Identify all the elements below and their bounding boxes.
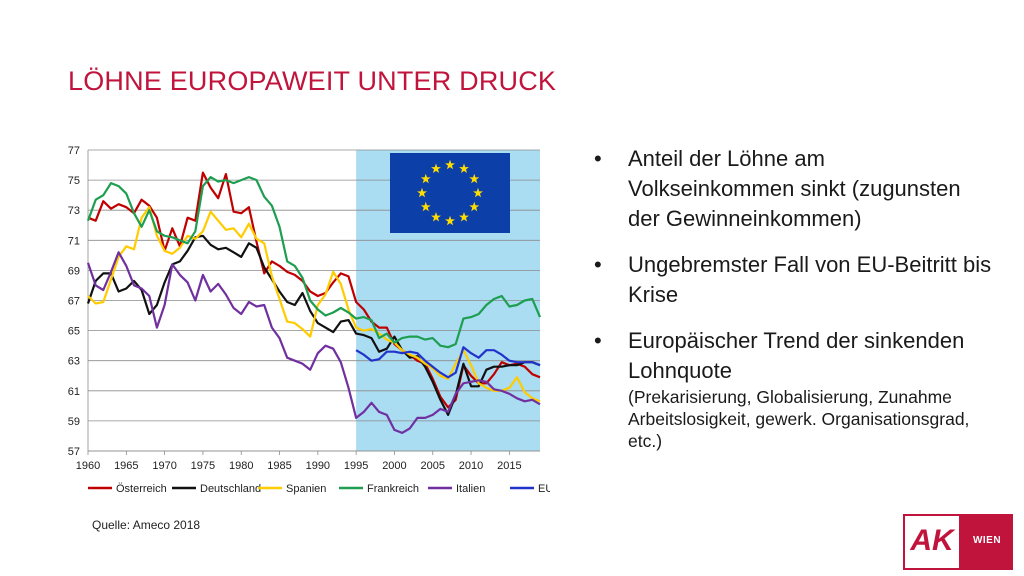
x-tick-label: 1995 bbox=[344, 460, 368, 472]
x-tick-label: 1985 bbox=[267, 460, 291, 472]
x-tick-label: 2005 bbox=[421, 460, 445, 472]
x-tick-label: 2010 bbox=[459, 460, 483, 472]
series-line-spanien bbox=[87, 206, 541, 403]
y-tick-label: 59 bbox=[68, 416, 80, 428]
y-tick-label: 73 bbox=[68, 205, 80, 217]
x-tick-label: 2015 bbox=[497, 460, 521, 472]
legend-label: Spanien bbox=[286, 483, 326, 495]
flag-star bbox=[445, 215, 455, 226]
wage-share-chart: 57 59 61 63 65 67 69 71 73 75 77 1960 1965 1970 1975 19… bbox=[40, 135, 550, 505]
y-tick-label: 67 bbox=[68, 296, 80, 308]
x-tick-label: 1980 bbox=[229, 460, 253, 472]
bullet-item: • Ungebremster Fall von EU-Beitritt bis … bbox=[592, 250, 992, 310]
wien-badge: WIEN bbox=[961, 514, 1013, 570]
x-tick-label: 1970 bbox=[152, 460, 176, 472]
flag-star bbox=[469, 201, 480, 212]
bullet-item: • Europäischer Trend der sinkenden Lohnq… bbox=[592, 326, 992, 452]
legend-label: EU bbox=[538, 483, 550, 495]
eu-flag bbox=[390, 153, 510, 233]
series-lines bbox=[86, 171, 542, 434]
y-tick-label: 61 bbox=[68, 386, 80, 398]
series-line-italien bbox=[86, 251, 541, 434]
bullet-marker: • bbox=[594, 328, 602, 353]
page-title: LÖHNE EUROPAWEIT UNTER DRUCK bbox=[68, 66, 557, 96]
x-tick-label: 1990 bbox=[306, 460, 330, 472]
bullet-list: • Anteil der Löhne am Volkseinkommen sin… bbox=[592, 144, 992, 468]
bullet-subtext: (Prekarisierung, Globalisierung, Zunahme… bbox=[628, 387, 970, 451]
y-tick-label: 77 bbox=[68, 145, 80, 157]
legend-label: Österreich bbox=[116, 483, 167, 495]
flag-star bbox=[417, 187, 427, 198]
y-tick-label: 63 bbox=[68, 356, 80, 368]
source-note: Quelle: Ameco 2018 bbox=[92, 518, 201, 532]
flag-star bbox=[431, 212, 441, 222]
grid-lines bbox=[88, 149, 540, 452]
x-tick-label: 1975 bbox=[191, 460, 215, 472]
bullet-marker: • bbox=[594, 252, 602, 277]
wien-badge-text: WIEN bbox=[972, 535, 1002, 546]
flag-star bbox=[420, 173, 431, 184]
flag-star bbox=[445, 159, 455, 170]
ak-logo-text: AK bbox=[910, 524, 954, 557]
x-tick-label: 2000 bbox=[382, 460, 406, 472]
y-tick-label: 57 bbox=[68, 446, 80, 458]
bullet-text: Europäischer Trend der sinkenden Lohnquo… bbox=[628, 328, 965, 383]
bullet-marker: • bbox=[594, 146, 602, 171]
y-tick-label: 69 bbox=[68, 265, 80, 277]
legend: Österreich Deutschland Spanien Frankreich It… bbox=[88, 483, 550, 495]
flag-star bbox=[431, 163, 441, 173]
bullet-text: Anteil der Löhne am Volkseinkommen sinkt… bbox=[628, 146, 961, 231]
y-tick-label: 71 bbox=[68, 235, 80, 247]
y-tick-label: 65 bbox=[68, 326, 80, 338]
bullet-text: Ungebremster Fall von EU-Beitritt bis Kr… bbox=[628, 252, 992, 307]
series-line-eu bbox=[355, 346, 541, 379]
flag-star bbox=[469, 173, 480, 184]
x-tick-label: 1960 bbox=[76, 460, 100, 472]
legend-label: Italien bbox=[456, 483, 485, 495]
ak-logo: AK bbox=[903, 514, 961, 570]
series-line-frankreich bbox=[86, 175, 542, 349]
legend-label: Frankreich bbox=[367, 483, 419, 495]
y-tick-label: 75 bbox=[68, 175, 80, 187]
bullet-item: • Anteil der Löhne am Volkseinkommen sin… bbox=[592, 144, 992, 234]
flag-star bbox=[459, 163, 469, 173]
flag-star bbox=[473, 187, 483, 198]
flag-star bbox=[459, 212, 469, 222]
x-tick-label: 1965 bbox=[114, 460, 138, 472]
legend-label: Deutschland bbox=[200, 483, 261, 495]
flag-star bbox=[420, 201, 431, 212]
